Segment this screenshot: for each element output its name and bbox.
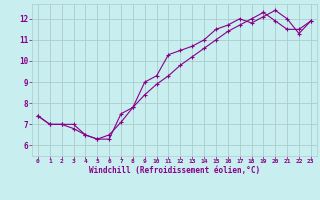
X-axis label: Windchill (Refroidissement éolien,°C): Windchill (Refroidissement éolien,°C): [89, 166, 260, 175]
